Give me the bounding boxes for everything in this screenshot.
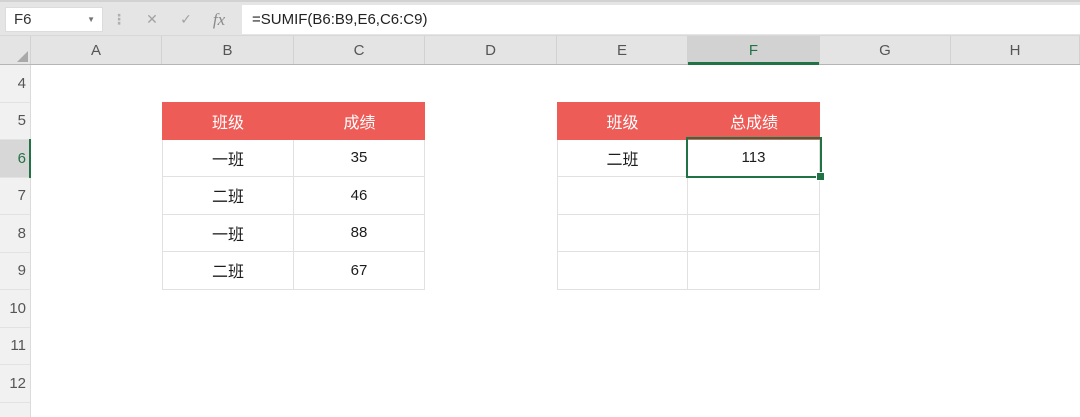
table-header-row: 班级 总成绩 [557,102,820,140]
cell-e5[interactable]: 班级 [557,102,688,140]
column-header-c[interactable]: C [294,36,425,64]
column-header-d[interactable]: D [425,36,557,64]
table-row [557,252,820,290]
fill-handle[interactable] [816,172,825,181]
column-header-row: A B C D E F G H [0,36,1080,65]
table-row: 一班 88 [162,214,425,252]
cell-b5[interactable]: 班级 [162,102,294,140]
cell-c7[interactable]: 46 [294,177,425,215]
cell-e7[interactable] [557,177,688,215]
column-header-a[interactable]: A [31,36,162,64]
select-all-icon [17,51,28,62]
table-row [557,177,820,215]
name-box-value: F6 [14,11,32,28]
column-header-h[interactable]: H [951,36,1080,64]
formula-text: =SUMIF(B6:B9,E6,C6:C9) [252,11,428,28]
namebox-dropdown-icon[interactable]: ▼ [87,14,95,24]
result-table: 班级 总成绩 二班 113 [557,102,820,290]
column-header-g[interactable]: G [820,36,951,64]
row-header-8[interactable]: 8 [0,215,30,253]
insert-function-button[interactable]: fx [212,9,226,29]
cell-f9[interactable] [688,252,820,290]
row-header-7[interactable]: 7 [0,178,30,215]
name-box[interactable]: F6 ▼ [5,7,103,32]
cell-c5[interactable]: 成绩 [294,102,425,140]
row-header-6[interactable]: 6 [0,139,31,178]
cell-c9[interactable]: 67 [294,252,425,290]
column-header-e[interactable]: E [557,36,688,64]
cell-e6[interactable]: 二班 [557,139,688,177]
cell-f8[interactable] [688,214,820,252]
cell-f7[interactable] [688,177,820,215]
cell-e9[interactable] [557,252,688,290]
table-row [557,214,820,252]
cell-e8[interactable] [557,214,688,252]
row-header-5[interactable]: 5 [0,103,30,140]
row-header-10[interactable]: 10 [0,290,30,328]
cell-c6[interactable]: 35 [294,139,425,177]
cell-f5[interactable]: 总成绩 [688,102,820,140]
table-header-row: 班级 成绩 [162,102,425,140]
select-all-button[interactable] [0,36,31,64]
column-header-f[interactable]: F [688,36,820,65]
cell-b6[interactable]: 一班 [162,139,294,177]
cell-b8[interactable]: 一班 [162,214,294,252]
cell-b7[interactable]: 二班 [162,177,294,215]
table-row: 二班 46 [162,177,425,215]
row-header-column: 4 5 6 7 8 9 10 11 12 [0,65,31,417]
cell-c8[interactable]: 88 [294,214,425,252]
column-header-b[interactable]: B [162,36,294,64]
cell-b9[interactable]: 二班 [162,252,294,290]
selection-box [686,137,825,181]
formula-input[interactable]: =SUMIF(B6:B9,E6,C6:C9) [242,5,1080,34]
formula-bar: F6 ▼ ⋮ ✕ ✓ fx =SUMIF(B6:B9,E6,C6:C9) [0,0,1080,36]
row-header-9[interactable]: 9 [0,253,30,290]
table-row: 二班 67 [162,252,425,290]
formula-bar-drag-handle-icon[interactable]: ⋮ [112,11,126,27]
row-header-4[interactable]: 4 [0,65,30,103]
enter-button[interactable]: ✓ [180,11,192,27]
table-row: 一班 35 [162,139,425,177]
row-header-11[interactable]: 11 [0,328,30,365]
source-table: 班级 成绩 一班 35 二班 46 一班 88 二班 67 [162,102,425,290]
row-header-12[interactable]: 12 [0,365,30,403]
cancel-button[interactable]: ✕ [146,11,158,27]
